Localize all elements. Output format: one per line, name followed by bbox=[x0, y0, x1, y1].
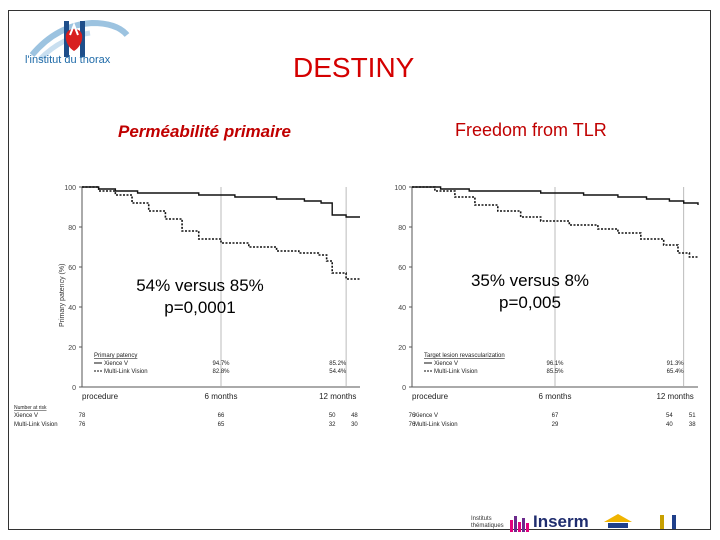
legend-entry: Xience V bbox=[104, 361, 128, 367]
right-result-line1: 35% versus 8% bbox=[470, 271, 590, 290]
value-12m: 54.4% bbox=[329, 369, 347, 375]
right-subtitle: Freedom from TLR bbox=[455, 120, 607, 140]
at-risk-value: 78 bbox=[79, 413, 86, 419]
x-tick-label: procedure bbox=[82, 392, 119, 401]
left-km-chart: 0 20 40 60 80 100 procedure 6 months 12 months Pr… bbox=[14, 185, 360, 428]
x-tick-label: 12 months bbox=[319, 392, 356, 401]
at-risk-value: 40 bbox=[666, 422, 673, 428]
at-risk-value: 48 bbox=[351, 413, 358, 419]
slide-title: DESTINY bbox=[293, 52, 415, 83]
x-tick-label: 6 months bbox=[205, 392, 238, 401]
at-risk-value: 54 bbox=[666, 413, 673, 419]
legend-title: Primary patency bbox=[94, 353, 137, 359]
at-risk-value: 76 bbox=[409, 413, 416, 419]
at-risk-value: 67 bbox=[552, 413, 559, 419]
y-axis-label: Primary patency (%) bbox=[59, 264, 66, 327]
x-tick-label: procedure bbox=[412, 392, 449, 401]
series-line bbox=[412, 186, 698, 258]
un-logo-icon bbox=[660, 515, 676, 529]
university-logo-icon bbox=[604, 514, 632, 528]
left-chart-panel: 0 20 40 60 80 100 procedure 6 months 12 months Pr… bbox=[10, 175, 375, 430]
y-tick-label: 100 bbox=[394, 185, 406, 192]
at-risk-value: 29 bbox=[552, 422, 559, 428]
y-tick-label: 40 bbox=[68, 305, 76, 312]
value-12m: 91.3% bbox=[667, 361, 685, 367]
value-6m: 85.5% bbox=[546, 369, 564, 375]
legend-entry: Multi-Link Vision bbox=[434, 369, 478, 375]
at-risk-value: 65 bbox=[218, 422, 225, 428]
right-chart-panel: 0 20 40 60 80 100 procedure 6 months 12 months Ta… bbox=[390, 175, 710, 430]
x-tick-label: 12 months bbox=[656, 392, 693, 401]
y-tick-label: 20 bbox=[398, 345, 406, 352]
value-6m: 96.1% bbox=[546, 361, 564, 367]
at-risk-value: 50 bbox=[329, 413, 336, 419]
footer-instituts: Instituts thématiques bbox=[471, 516, 504, 530]
y-tick-label: 0 bbox=[72, 385, 76, 392]
at-risk-value: 76 bbox=[79, 422, 86, 428]
value-6m: 94.7% bbox=[212, 361, 230, 367]
y-tick-label: 80 bbox=[68, 225, 76, 232]
left-result-line1: 54% versus 85% bbox=[136, 276, 264, 295]
left-result-line2: p=0,0001 bbox=[164, 298, 236, 317]
right-km-chart: 0 20 40 60 80 100 procedure 6 months 12 months Ta… bbox=[394, 185, 699, 428]
institut-logo-icon bbox=[29, 19, 130, 61]
slide-frame bbox=[8, 10, 711, 530]
left-result-overlay: 54% versus 85% p=0,0001 bbox=[110, 275, 290, 319]
y-tick-label: 40 bbox=[398, 305, 406, 312]
series-line bbox=[82, 186, 360, 280]
y-tick-label: 20 bbox=[68, 345, 76, 352]
y-tick-label: 80 bbox=[398, 225, 406, 232]
left-subtitle: Perméabilité primaire bbox=[118, 122, 291, 141]
at-risk-value: 30 bbox=[351, 422, 358, 428]
at-risk-value: 66 bbox=[218, 413, 225, 419]
at-risk-name: Xience V bbox=[414, 413, 438, 419]
at-risk-name: Multi-Link Vision bbox=[414, 422, 458, 428]
legend-entry: Multi-Link Vision bbox=[104, 369, 148, 375]
y-tick-label: 0 bbox=[402, 385, 406, 392]
footer-small-line1: Instituts bbox=[471, 516, 492, 522]
x-tick-label: 6 months bbox=[539, 392, 572, 401]
logo-text: l'institut du thorax bbox=[25, 54, 111, 66]
y-tick-label: 100 bbox=[64, 185, 76, 192]
legend-title: Target lesion revascularization bbox=[424, 353, 505, 359]
right-result-overlay: 35% versus 8% p=0,005 bbox=[440, 270, 620, 314]
y-tick-label: 60 bbox=[398, 265, 406, 272]
series-line bbox=[82, 186, 360, 218]
at-risk-value: 32 bbox=[329, 422, 336, 428]
right-result-line2: p=0,005 bbox=[499, 293, 561, 312]
value-12m: 65.4% bbox=[667, 369, 685, 375]
at-risk-title: Number at risk bbox=[14, 405, 47, 411]
bars-logo-icon bbox=[510, 516, 529, 532]
y-tick-label: 60 bbox=[68, 265, 76, 272]
at-risk-value: 51 bbox=[689, 413, 696, 419]
value-6m: 82.8% bbox=[212, 369, 230, 375]
at-risk-name: Multi-Link Vision bbox=[14, 422, 58, 428]
series-line bbox=[412, 186, 699, 205]
legend-entry: Xience V bbox=[434, 361, 458, 367]
footer-small-line2: thématiques bbox=[471, 523, 504, 529]
value-12m: 85.2% bbox=[329, 361, 347, 367]
at-risk-name: Xience V bbox=[14, 413, 38, 419]
at-risk-value: 38 bbox=[689, 422, 696, 428]
at-risk-value: 76 bbox=[409, 422, 416, 428]
inserm-logo: Inserm bbox=[533, 512, 589, 531]
